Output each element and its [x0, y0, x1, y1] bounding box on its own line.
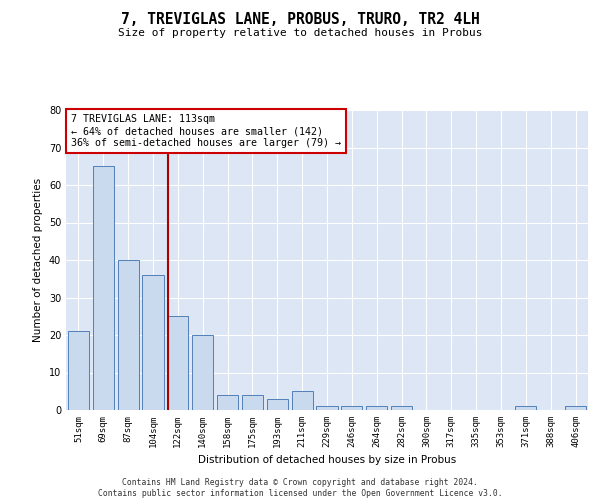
- Bar: [93, 166, 114, 410]
- Text: 7, TREVIGLAS LANE, PROBUS, TRURO, TR2 4LH: 7, TREVIGLAS LANE, PROBUS, TRURO, TR2 4L…: [121, 12, 479, 28]
- Bar: [167, 316, 188, 410]
- Bar: [292, 391, 313, 410]
- Bar: [217, 395, 238, 410]
- Bar: [341, 406, 362, 410]
- Bar: [267, 399, 288, 410]
- Bar: [142, 275, 164, 410]
- Bar: [118, 260, 139, 410]
- Bar: [515, 406, 536, 410]
- Bar: [565, 406, 586, 410]
- Bar: [192, 335, 213, 410]
- X-axis label: Distribution of detached houses by size in Probus: Distribution of detached houses by size …: [198, 456, 456, 466]
- Bar: [242, 395, 263, 410]
- Text: 7 TREVIGLAS LANE: 113sqm
← 64% of detached houses are smaller (142)
36% of semi-: 7 TREVIGLAS LANE: 113sqm ← 64% of detach…: [71, 114, 341, 148]
- Bar: [316, 406, 338, 410]
- Bar: [68, 331, 89, 410]
- Y-axis label: Number of detached properties: Number of detached properties: [33, 178, 43, 342]
- Text: Contains HM Land Registry data © Crown copyright and database right 2024.
Contai: Contains HM Land Registry data © Crown c…: [98, 478, 502, 498]
- Bar: [366, 406, 387, 410]
- Bar: [391, 406, 412, 410]
- Text: Size of property relative to detached houses in Probus: Size of property relative to detached ho…: [118, 28, 482, 38]
